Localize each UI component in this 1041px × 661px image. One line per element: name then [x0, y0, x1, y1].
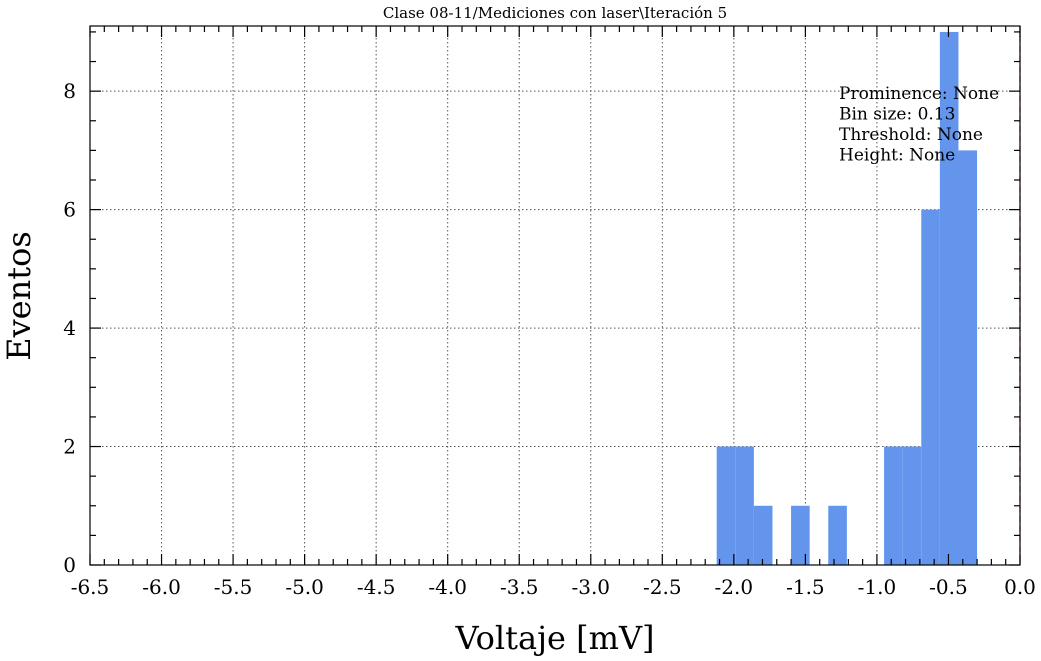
- x-tick-label: -4.0: [428, 575, 467, 599]
- x-tick-label: -6.0: [142, 575, 181, 599]
- y-tick-label: 8: [63, 79, 76, 103]
- annotation-line: Bin size: 0.13: [839, 105, 955, 125]
- x-tick-label: -1.0: [858, 575, 897, 599]
- y-tick-label: 6: [63, 198, 76, 222]
- y-tick-labels: 0 2 4 6 8: [63, 79, 76, 577]
- annotation-line: Height: None: [839, 146, 955, 166]
- x-tick-label: 0.0: [1004, 575, 1036, 599]
- annotation-line: Prominence: None: [839, 84, 999, 104]
- y-tick-label: 2: [63, 435, 76, 459]
- x-tick-label: -2.5: [643, 575, 682, 599]
- annotation-line: Threshold: None: [839, 125, 983, 145]
- x-tick-labels: -6.5 -6.0 -5.5 -5.0 -4.5 -4.0 -3.5 -3.0 -2.5 -2.0…: [71, 575, 1036, 599]
- x-tick-label: -5.5: [214, 575, 253, 599]
- histogram-bar: [884, 446, 903, 565]
- x-tick-label: -0.5: [929, 575, 968, 599]
- chart-title: Clase 08-11/Mediciones con laser\Iteraci…: [383, 4, 727, 22]
- histogram-bars: [716, 31, 978, 565]
- x-tick-label: -6.5: [71, 575, 110, 599]
- plot-border: [89, 25, 1021, 566]
- x-tick-label: -3.5: [500, 575, 539, 599]
- x-tick-label: -2.0: [715, 575, 754, 599]
- x-tick-label: -1.5: [786, 575, 825, 599]
- y-axis-title: Eventos: [0, 231, 38, 361]
- histogram-bar: [939, 31, 959, 565]
- histogram-bar: [735, 446, 754, 565]
- histogram-bar: [958, 150, 978, 565]
- y-tick-label: 4: [63, 316, 76, 340]
- x-tick-label: -4.5: [357, 575, 396, 599]
- histogram-bar: [921, 209, 940, 565]
- axis-ticks: [89, 26, 1021, 566]
- histogram-bar: [716, 446, 736, 565]
- histogram-bar: [828, 505, 847, 565]
- histogram-bar: [791, 505, 810, 565]
- x-tick-label: -5.0: [285, 575, 324, 599]
- histogram-bar: [902, 446, 922, 565]
- x-axis-title: Voltaje [mV]: [454, 619, 654, 657]
- histogram-bar: [753, 505, 773, 565]
- y-tick-label: 0: [63, 553, 76, 577]
- plot-frame: [89, 25, 1021, 566]
- x-tick-label: -3.0: [571, 575, 610, 599]
